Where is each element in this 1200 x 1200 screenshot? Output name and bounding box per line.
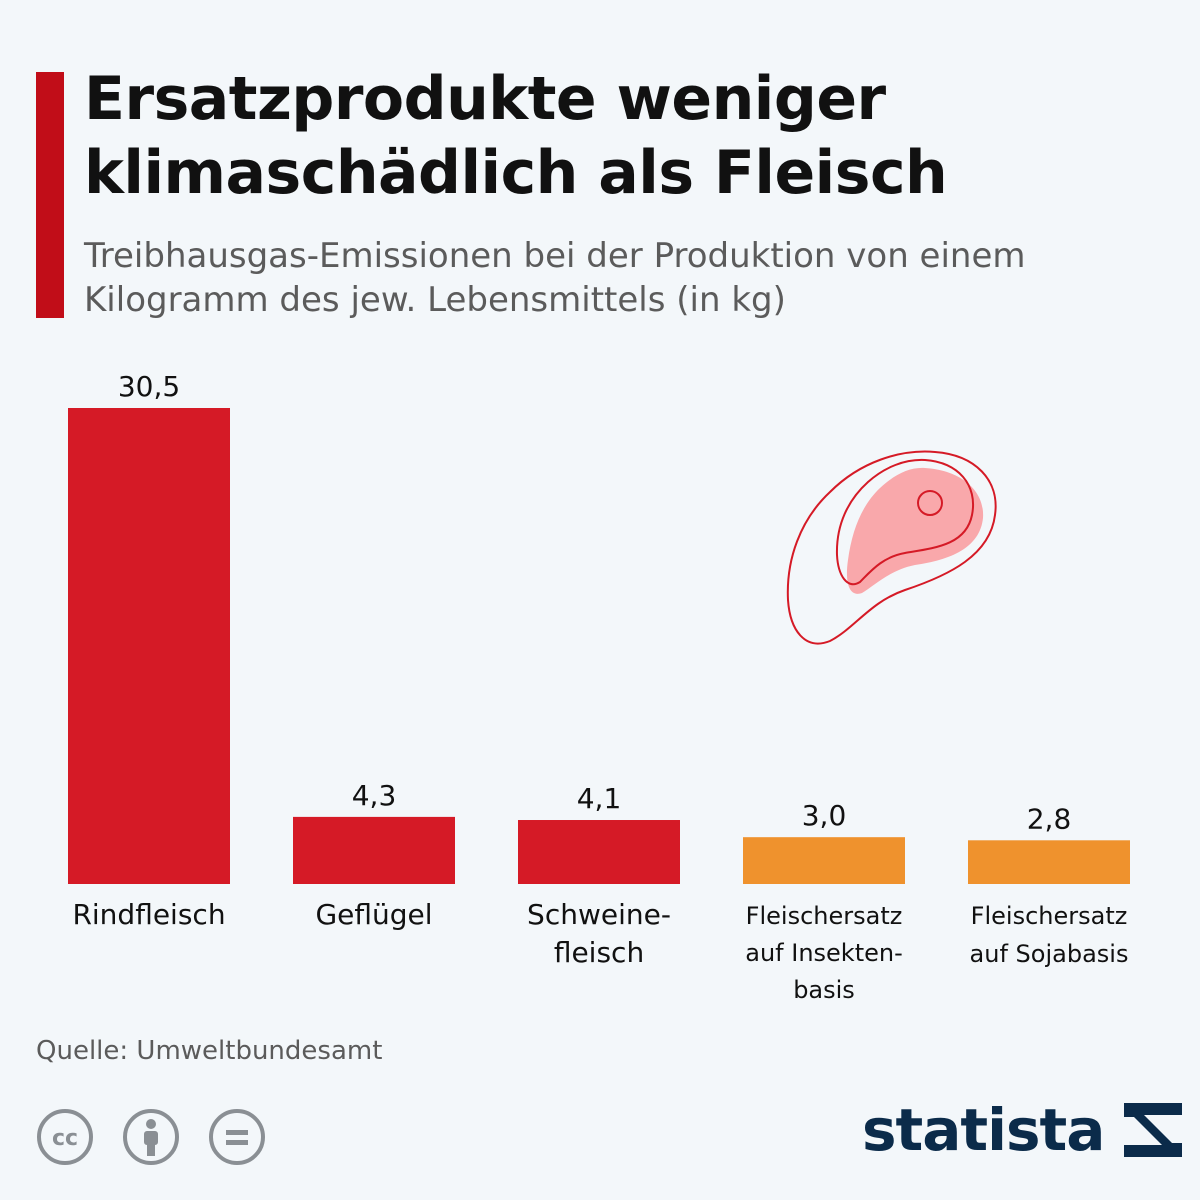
- value-label-0: 30,5: [118, 370, 180, 403]
- attribution-icon[interactable]: [122, 1108, 180, 1166]
- value-label-2: 4,1: [577, 782, 622, 815]
- no-derivatives-icon[interactable]: [208, 1108, 266, 1166]
- statista-logo-icon: [1124, 1103, 1183, 1157]
- category-label-2: Schweine-fleisch: [527, 898, 671, 969]
- bar-4: [968, 840, 1130, 884]
- value-label-4: 2,8: [1027, 802, 1072, 835]
- brand-name: statista: [862, 1096, 1105, 1164]
- bar-2: [518, 820, 680, 884]
- source-note: Quelle: Umweltbundesamt: [36, 1036, 383, 1066]
- value-label-1: 4,3: [352, 779, 397, 812]
- cc-icon[interactable]: cc: [36, 1108, 94, 1166]
- category-label-1: Geflügel: [315, 898, 432, 931]
- bar-chart: 30,5 Rindfleisch 4,3 Geflügel 4,1 Schweine-fl…: [68, 370, 1130, 1004]
- brand-logo: statista: [862, 1096, 1184, 1164]
- category-label-0: Rindfleisch: [72, 898, 225, 931]
- chart-subtitle: Treibhausgas-Emissionen bei der Produkti…: [84, 236, 1026, 320]
- category-label-4: Fleischersatz auf Sojabasis: [970, 902, 1129, 968]
- category-label-3: Fleischersatz auf Insekten-basis: [745, 902, 903, 1004]
- bar-0: [68, 408, 230, 884]
- svg-text:cc: cc: [52, 1126, 78, 1151]
- value-label-3: 3,0: [802, 799, 847, 832]
- chart-title: Ersatzprodukte weniger klimaschädlich al…: [84, 64, 948, 208]
- bar-1: [293, 816, 455, 884]
- accent-bar: [36, 72, 64, 318]
- license-icons: cc: [36, 1108, 266, 1166]
- steak-icon: [786, 450, 997, 645]
- bar-3: [743, 837, 905, 884]
